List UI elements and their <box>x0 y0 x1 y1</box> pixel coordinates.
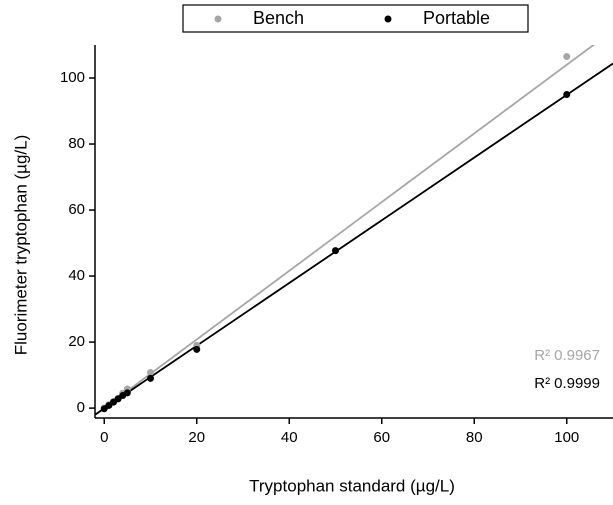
point <box>123 389 131 397</box>
point <box>147 374 154 382</box>
point <box>563 91 571 99</box>
x-tick-label: 0 <box>100 429 108 446</box>
y-tick-label: 100 <box>60 69 85 86</box>
plot-area <box>95 45 613 416</box>
point <box>193 345 201 353</box>
x-tick-label: 40 <box>281 429 298 446</box>
trendline <box>95 62 613 416</box>
annotation-label: R² <box>534 375 550 392</box>
y-tick-label: 60 <box>68 201 85 218</box>
x-axis-label: Tryptophan standard (µg/L) <box>249 476 455 495</box>
x-tick-label: 100 <box>554 429 579 446</box>
y-tick-label: 40 <box>68 267 85 284</box>
point <box>332 247 339 255</box>
legend-box <box>182 4 529 33</box>
y-tick-label: 0 <box>77 399 85 416</box>
point <box>563 53 571 61</box>
legend-marker <box>384 15 392 23</box>
annotation: R² 0.9999 <box>534 375 600 392</box>
annotation-label: R² <box>534 347 550 364</box>
trendline <box>95 45 595 416</box>
annotation-value: 0.9967 <box>554 347 600 364</box>
x-tick-label: 80 <box>466 429 483 446</box>
y-tick-label: 20 <box>68 333 85 350</box>
annotation: R² 0.9967 <box>534 347 600 364</box>
legend-label: Portable <box>423 8 490 28</box>
x-tick-label: 20 <box>188 429 205 446</box>
annotation-value: 0.9999 <box>554 375 600 392</box>
point <box>147 368 154 376</box>
legend-marker <box>214 15 222 23</box>
x-tick-label: 60 <box>373 429 390 446</box>
y-axis-label: Fluorimeter tryptophan (µg/L) <box>11 135 30 356</box>
legend-label: Bench <box>253 8 304 28</box>
y-tick-label: 80 <box>68 135 85 152</box>
